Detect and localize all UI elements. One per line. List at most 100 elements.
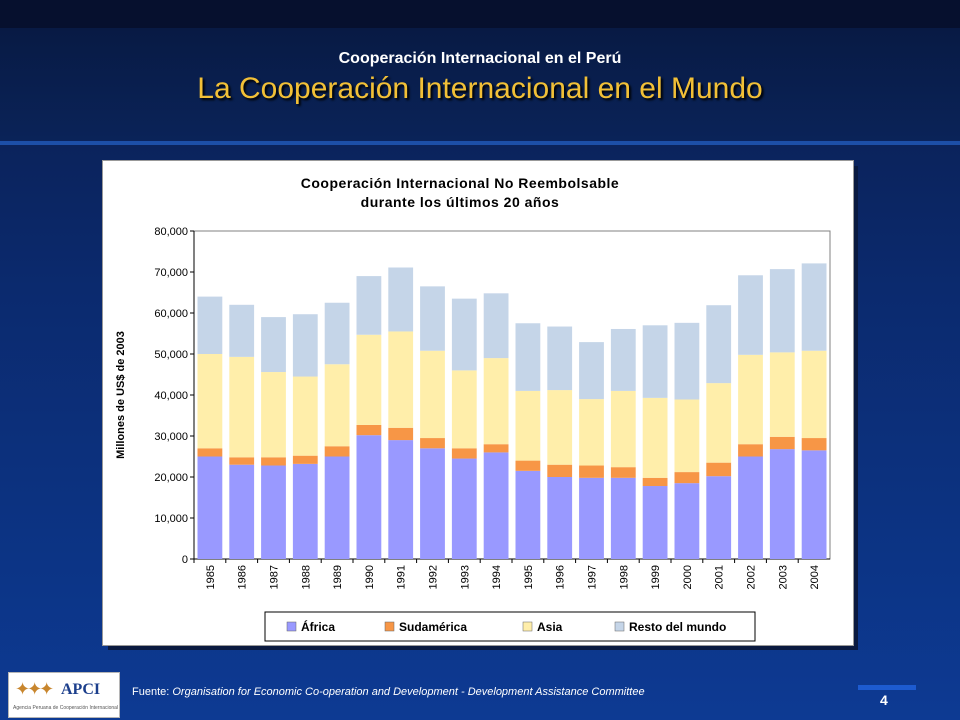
legend-label: África <box>301 619 335 634</box>
x-tick-label: 1993 <box>459 565 471 589</box>
bar-segment <box>261 372 286 458</box>
bar-segment <box>420 448 445 559</box>
bar-segment <box>579 465 604 478</box>
x-tick-label: 2002 <box>746 565 758 589</box>
bar-segment <box>769 269 795 353</box>
legend-swatch <box>286 621 297 632</box>
bar-segment <box>197 456 223 559</box>
bar-segment <box>356 424 382 436</box>
bar-segment <box>292 455 318 464</box>
bar-segment <box>738 456 763 559</box>
y-tick-label: 10,000 <box>154 513 188 525</box>
x-tick-label: 1994 <box>491 565 503 589</box>
bar-segment <box>738 354 763 445</box>
logo-text: APCI <box>61 681 101 698</box>
bar-segment <box>801 450 827 559</box>
x-tick-label: 2000 <box>682 565 694 589</box>
source-label: Fuente: <box>132 686 170 698</box>
y-tick-label: 80,000 <box>154 226 188 238</box>
bar-segment <box>451 298 477 371</box>
x-tick-label: 1987 <box>269 565 281 589</box>
bar-segment <box>642 325 668 398</box>
legend-box <box>264 611 756 642</box>
bar-segment <box>579 399 604 466</box>
x-tick-label: 2001 <box>714 565 726 589</box>
bar-segment <box>197 354 223 449</box>
bar-segment <box>451 370 477 449</box>
page-number: 4 <box>880 692 888 708</box>
bar-segment <box>292 463 318 559</box>
bar-segment <box>324 302 350 365</box>
y-tick-label: 50,000 <box>154 349 188 361</box>
bar-segment <box>579 342 604 400</box>
bar-segment <box>229 457 255 465</box>
bar-segment <box>261 457 286 466</box>
bar-segment <box>610 467 636 478</box>
x-tick-label: 1986 <box>237 565 249 589</box>
legend-swatch <box>614 621 625 632</box>
bar-segment <box>515 323 541 391</box>
x-tick-label: 1989 <box>332 565 344 589</box>
apci-logo: ✦✦✦ APCI Agencia Peruana de Cooperación … <box>8 672 120 718</box>
bar-segment <box>229 464 255 559</box>
bar-segment <box>706 476 732 559</box>
slide-title: La Cooperación Internacional en el Mundo <box>197 72 763 105</box>
bar-segment <box>451 448 477 459</box>
x-tick-label: 1991 <box>396 565 408 589</box>
bar-segment <box>642 397 668 478</box>
x-tick-label: 1990 <box>364 565 376 589</box>
bar-segment <box>610 390 636 468</box>
bar-segment <box>197 296 223 354</box>
bar-segment <box>738 444 763 457</box>
bar-segment <box>706 305 732 384</box>
bar-segment <box>261 465 286 559</box>
bar-segment <box>706 462 732 477</box>
bar-segment <box>483 358 509 445</box>
bar-segment <box>674 472 700 484</box>
bar-segment <box>547 326 573 391</box>
bar-segment <box>292 376 318 456</box>
logo-subtext: Agencia Peruana de Cooperación Internaci… <box>13 705 119 711</box>
bar-segment <box>420 438 445 449</box>
source-note: Fuente: Organisation for Economic Co-ope… <box>132 686 645 698</box>
x-tick-label: 1996 <box>555 565 567 589</box>
bar-segment <box>674 483 700 559</box>
y-tick-label: 40,000 <box>154 390 188 402</box>
bar-segment <box>801 263 827 351</box>
bar-segment <box>801 438 827 451</box>
x-tick-label: 2003 <box>777 565 789 589</box>
chart-title-line: Cooperación Internacional No Reembolsabl… <box>301 175 619 191</box>
bar-segment <box>229 304 255 357</box>
x-tick-label: 1999 <box>650 565 662 589</box>
stacked-bar-chart: Cooperación Internacional No Reembolsabl… <box>115 175 831 642</box>
bar-segment <box>642 477 668 487</box>
x-tick-label: 1992 <box>428 565 440 589</box>
bar-segment <box>356 276 382 335</box>
legend-label: Asia <box>537 620 563 634</box>
plot-area <box>193 230 831 560</box>
y-tick-label: 60,000 <box>154 308 188 320</box>
x-tick-label: 1998 <box>618 565 630 589</box>
bar-segment <box>197 448 223 457</box>
bar-segment <box>674 322 700 400</box>
x-tick-label: 1995 <box>523 565 535 589</box>
bar-segment <box>706 383 732 463</box>
legend-label: Resto del mundo <box>629 620 726 634</box>
bar-segment <box>229 356 255 458</box>
bar-segment <box>610 477 636 559</box>
bar-segment <box>420 286 445 351</box>
bar-segment <box>356 435 382 559</box>
top-band <box>0 0 960 28</box>
y-tick-label: 0 <box>182 554 188 566</box>
x-tick-label: 2004 <box>809 565 821 589</box>
legend-label: Sudamérica <box>399 620 467 634</box>
header-divider <box>0 141 960 145</box>
bar-segment <box>483 452 509 559</box>
bar-segment <box>547 477 573 559</box>
bar-segment <box>515 470 541 559</box>
bar-segment <box>769 352 795 437</box>
bar-segment <box>547 390 573 465</box>
bar-segment <box>324 446 350 457</box>
x-tick-label: 1985 <box>205 565 217 589</box>
slide-subtitle: Cooperación Internacional en el Perú <box>338 50 622 67</box>
